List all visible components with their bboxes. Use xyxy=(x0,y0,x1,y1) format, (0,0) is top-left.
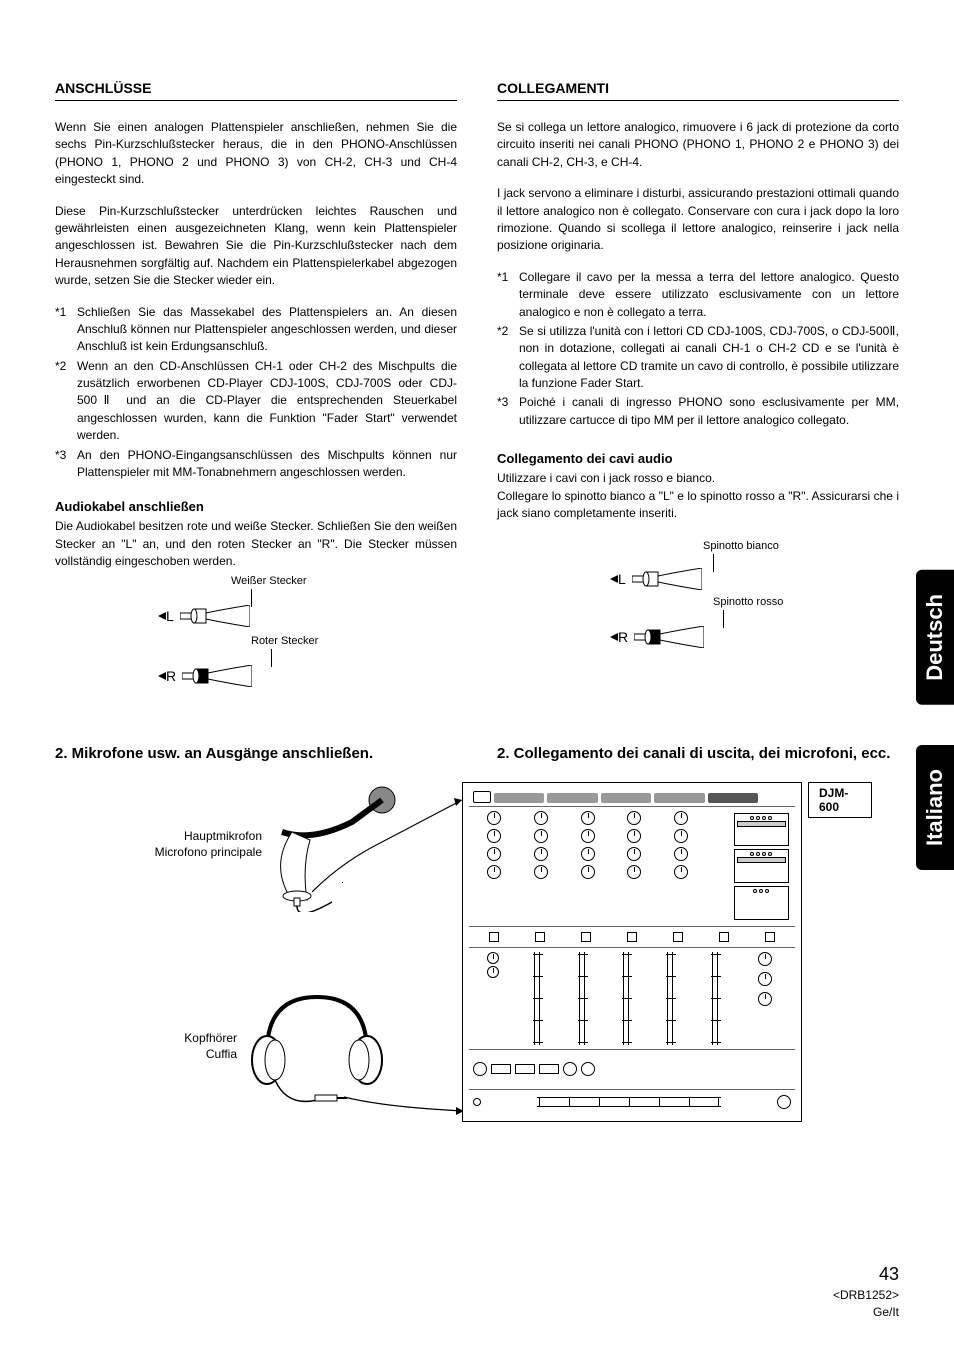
r-plug-row: R xyxy=(618,626,704,648)
right-column: COLLEGAMENTI Se si collega un lettore an… xyxy=(497,80,899,715)
left-cable-diagram: Weißer Stecker L Roter Stecker R xyxy=(76,575,436,715)
label-line xyxy=(713,554,714,572)
hp-label-de: Kopfhörer xyxy=(147,1030,237,1047)
white-plug-icon xyxy=(632,568,702,590)
note-body: Collegare il cavo per la messa a terra d… xyxy=(519,269,899,321)
page-footer: 43 <DRB1252> Ge/It xyxy=(833,1262,899,1321)
left-sub-heading: Audiokabel anschließen xyxy=(55,499,457,514)
right-note-2: *2Se si utilizza l'unità con i lettori C… xyxy=(497,323,899,393)
mixer-crossfader-row xyxy=(469,1049,795,1089)
l-plug-row: L xyxy=(618,568,702,590)
mixer-effects-section xyxy=(732,811,791,922)
right-h2: 2. Collegamento dei canali di uscita, de… xyxy=(497,745,899,762)
page-number: 43 xyxy=(833,1262,899,1287)
left-sub-text: Die Audiokabel besitzen rote und weiße S… xyxy=(55,518,457,570)
red-plug-label: Roter Stecker xyxy=(251,635,318,647)
section-2-headings: 2. Mikrofone usw. an Ausgänge anschließe… xyxy=(55,715,899,772)
left-h2-wrap: 2. Mikrofone usw. an Ausgänge anschließe… xyxy=(55,715,457,772)
note-body: Poiché i canali di ingresso PHONO sono e… xyxy=(519,394,899,429)
arrow-icon xyxy=(610,633,618,641)
note-body: Wenn an den CD-Anschlüssen CH-1 oder CH-… xyxy=(77,358,457,445)
note-marker: *2 xyxy=(55,358,77,445)
left-para-2: Diese Pin-Kurzschlußstecker unterdrücken… xyxy=(55,203,457,290)
note-body: Se si utilizza l'unità con i lettori CD … xyxy=(519,323,899,393)
right-title-rule xyxy=(497,100,899,101)
doc-id: <DRB1252> xyxy=(833,1287,899,1304)
label-line xyxy=(723,610,724,628)
l-plug-row: L xyxy=(166,605,250,627)
right-sub-text: Utilizzare i cavi con i jack rosso e bia… xyxy=(497,470,899,522)
mixer-fader-section xyxy=(469,948,795,1049)
lang-code: Ge/It xyxy=(833,1304,899,1321)
two-column-layout: ANSCHLÜSSE Wenn Sie einen analogen Platt… xyxy=(55,80,899,715)
red-plug-icon xyxy=(182,665,252,687)
red-plug-label: Spinotto rosso xyxy=(713,596,783,608)
r-label: R xyxy=(166,668,176,684)
white-plug-label: Spinotto bianco xyxy=(703,540,779,552)
note-body: An den PHONO-Eingangsanschlüssen des Mis… xyxy=(77,447,457,482)
note-marker: *3 xyxy=(55,447,77,482)
right-note-1: *1Collegare il cavo per la messa a terra… xyxy=(497,269,899,321)
white-plug-icon xyxy=(180,605,250,627)
hp-label-it: Cuffia xyxy=(147,1046,237,1063)
right-note-3: *3Poiché i canali di ingresso PHONO sono… xyxy=(497,394,899,429)
tab-italiano[interactable]: Italiano xyxy=(916,745,954,870)
note-marker: *1 xyxy=(55,304,77,356)
left-column: ANSCHLÜSSE Wenn Sie einen analogen Platt… xyxy=(55,80,457,715)
mic-connection-line xyxy=(312,792,472,892)
note-marker: *3 xyxy=(497,394,519,429)
right-section-title: COLLEGAMENTI xyxy=(497,80,899,96)
arrow-icon xyxy=(610,575,618,583)
left-note-2: *2Wenn an den CD-Anschlüssen CH-1 oder C… xyxy=(55,358,457,445)
left-notes-list: *1Schließen Sie das Massekabel des Platt… xyxy=(55,304,457,482)
left-note-1: *1Schließen Sie das Massekabel des Platt… xyxy=(55,304,457,356)
right-notes-list: *1Collegare il cavo per la messa a terra… xyxy=(497,269,899,430)
mixer-model-label: DJM-600 xyxy=(808,782,872,818)
connection-figure: Hauptmikrofon Microfono principale Kopfh… xyxy=(82,782,872,1152)
mixer-panel xyxy=(462,782,802,1122)
left-para-1: Wenn Sie einen analogen Plattenspieler a… xyxy=(55,119,457,189)
l-label: L xyxy=(618,571,626,587)
right-h2-wrap: 2. Collegamento dei canali di uscita, de… xyxy=(497,715,899,772)
label-line xyxy=(251,589,252,607)
right-cable-diagram: Spinotto bianco L Spinotto rosso R xyxy=(518,540,878,680)
mic-jack-icon xyxy=(473,791,491,803)
r-label: R xyxy=(618,629,628,645)
left-note-3: *3An den PHONO-Eingangsanschlüssen des M… xyxy=(55,447,457,482)
mixer-eq-section xyxy=(469,807,795,926)
note-marker: *2 xyxy=(497,323,519,393)
note-marker: *1 xyxy=(497,269,519,321)
tab-deutsch[interactable]: Deutsch xyxy=(916,570,954,705)
left-section-title: ANSCHLÜSSE xyxy=(55,80,457,96)
left-h2: 2. Mikrofone usw. an Ausgänge anschließe… xyxy=(55,745,457,762)
mixer-crossfader-slider-row xyxy=(469,1089,795,1115)
right-sub-heading: Collegamento dei cavi audio xyxy=(497,451,899,466)
mixer-cue-row xyxy=(469,926,795,948)
l-label: L xyxy=(166,608,174,624)
left-title-rule xyxy=(55,100,457,101)
arrow-icon xyxy=(158,672,166,680)
note-body: Schließen Sie das Massekabel des Platten… xyxy=(77,304,457,356)
white-plug-label: Weißer Stecker xyxy=(231,575,307,587)
right-para-2: I jack servono a eliminare i disturbi, a… xyxy=(497,185,899,255)
headphone-label: Kopfhörer Cuffia xyxy=(147,1030,237,1064)
headphone-connection-line xyxy=(344,1067,474,1117)
arrow-icon xyxy=(158,612,166,620)
right-para-1: Se si collega un lettore analogico, rimu… xyxy=(497,119,899,171)
r-plug-row: R xyxy=(166,665,252,687)
mixer-channel-header xyxy=(469,789,795,807)
label-line xyxy=(271,649,272,667)
language-tabs: Deutsch Italiano xyxy=(916,570,954,870)
red-plug-icon xyxy=(634,626,704,648)
